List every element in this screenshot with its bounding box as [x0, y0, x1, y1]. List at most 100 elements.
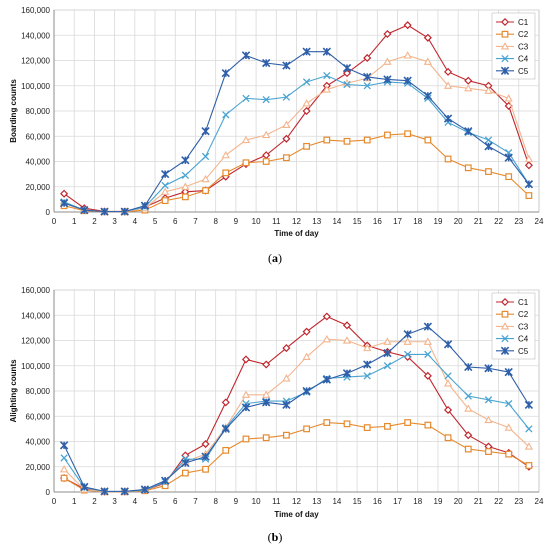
x-axis-label: Time of day [274, 229, 319, 238]
x-tick-label: 21 [474, 217, 483, 226]
data-point [524, 161, 533, 170]
x-tick-label: 1 [72, 497, 77, 506]
legend-label: C3 [518, 42, 529, 51]
data-point [342, 321, 352, 330]
y-tick-label: 140,000 [21, 311, 50, 320]
y-tick-label: 40,000 [26, 158, 51, 167]
data-point [221, 68, 230, 78]
data-point [444, 155, 452, 163]
x-tick-label: 10 [252, 217, 261, 226]
data-point [505, 399, 513, 408]
y-axis-label: Alighting counts [9, 359, 18, 423]
data-point [242, 94, 250, 103]
legend: C1 C2 C3 C4 C5 [491, 292, 536, 360]
data-point [201, 152, 210, 161]
data-point [282, 400, 291, 410]
data-point [525, 425, 533, 433]
data-point [423, 371, 432, 380]
data-point [444, 434, 452, 442]
legend-label: C1 [518, 18, 529, 27]
legend-marker [500, 322, 510, 330]
data-point [464, 392, 472, 400]
y-tick-label: 80,000 [26, 107, 51, 116]
data-point [181, 193, 189, 201]
x-tick-label: 16 [373, 217, 382, 226]
data-point [464, 362, 473, 372]
data-point [384, 422, 391, 430]
data-point [59, 198, 69, 208]
x-tick-label: 1 [72, 217, 77, 226]
data-point [484, 396, 493, 404]
data-point [222, 111, 230, 119]
data-point [282, 344, 291, 353]
x-tick-label: 5 [153, 497, 158, 506]
y-tick-label: 0 [46, 208, 51, 217]
x-tick-label: 0 [52, 497, 57, 506]
legend-marker [500, 66, 510, 75]
data-point [302, 352, 311, 361]
legend-label: C5 [518, 347, 529, 356]
data-point [464, 431, 473, 440]
data-point [404, 130, 412, 138]
data-point [484, 142, 493, 151]
data-point [160, 169, 170, 179]
data-point [201, 174, 210, 183]
x-tick-label: 24 [535, 497, 544, 506]
x-tick-label: 20 [454, 217, 463, 226]
data-point [241, 51, 251, 60]
data-point [363, 82, 371, 90]
data-point [424, 350, 432, 359]
y-tick-label: 140,000 [21, 31, 50, 40]
data-point [80, 482, 89, 492]
data-point [403, 330, 412, 339]
data-point [322, 85, 331, 93]
data-point [323, 136, 331, 144]
data-point [181, 469, 189, 477]
data-point [59, 441, 69, 450]
data-point [201, 452, 210, 461]
data-point [464, 76, 473, 85]
x-tick-label: 13 [312, 217, 321, 226]
y-axis-label: Boarding counts [9, 79, 18, 143]
series-line [63, 51, 530, 213]
x-tick-label: 23 [514, 497, 523, 506]
data-point [302, 106, 311, 116]
y-tick-label: 120,000 [21, 337, 50, 346]
legend-label: C2 [518, 310, 529, 319]
data-point [323, 71, 331, 80]
data-point [485, 448, 492, 455]
y-tick-label: 100,000 [21, 362, 50, 371]
data-point [80, 205, 89, 215]
data-point [404, 419, 412, 426]
data-point [262, 360, 271, 369]
data-point [262, 95, 270, 104]
data-point [262, 58, 271, 68]
x-tick-label: 11 [272, 217, 281, 226]
data-point [424, 136, 432, 144]
x-tick-label: 8 [213, 217, 218, 226]
legend-label: C3 [518, 322, 529, 331]
data-point [222, 169, 230, 177]
x-tick-label: 2 [92, 497, 97, 506]
data-point [303, 425, 311, 433]
data-point [403, 350, 412, 359]
data-point [322, 47, 331, 56]
data-point [464, 445, 472, 453]
data-point [363, 136, 371, 144]
panel-label: (b) [268, 530, 283, 544]
data-point [525, 462, 533, 469]
data-point [322, 375, 331, 384]
x-tick-label: 18 [413, 497, 422, 506]
data-point [443, 114, 453, 123]
data-point [181, 458, 190, 468]
data-point [383, 57, 392, 65]
data-point [303, 142, 311, 150]
data-point [181, 156, 190, 165]
data-point [100, 207, 109, 216]
y-tick-label: 0 [46, 488, 51, 497]
x-tick-label: 13 [312, 497, 321, 506]
data-point [423, 57, 432, 65]
data-point [302, 327, 311, 336]
y-tick-label: 160,000 [21, 6, 50, 15]
x-tick-label: 19 [434, 497, 443, 506]
